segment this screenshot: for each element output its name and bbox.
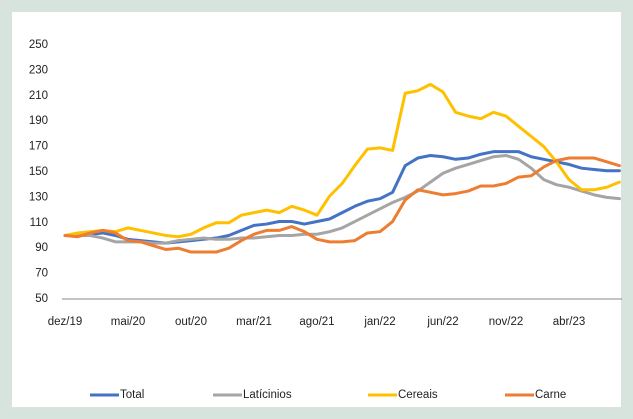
legend-label: Latícinios: [243, 389, 292, 401]
x-tick-label: dez/19: [48, 316, 83, 328]
line-series: [63, 82, 621, 239]
x-tick-label: mar/21: [236, 316, 272, 328]
x-tick-label: out/20: [175, 316, 207, 328]
y-tick-label: 210: [29, 90, 48, 102]
x-tick-label: ago/21: [299, 316, 334, 328]
y-tick-label: 150: [29, 166, 48, 178]
x-tick-label: jun/22: [426, 316, 458, 328]
y-tick-label: 130: [29, 191, 48, 203]
line-series: [63, 156, 621, 254]
y-tick-label: 70: [35, 268, 48, 280]
x-tick-label: jan/22: [363, 316, 395, 328]
y-tick-label: 50: [35, 293, 48, 305]
y-tick-label: 110: [30, 217, 48, 229]
legend-label: Carne: [535, 389, 566, 401]
y-tick-label: 230: [29, 64, 48, 76]
line-series: [63, 153, 621, 245]
x-tick-label: mai/20: [111, 316, 146, 328]
y-tick-label: 190: [29, 115, 48, 127]
y-tick-label: 170: [29, 141, 48, 153]
panel: [12, 12, 621, 407]
y-tick-label: 250: [29, 39, 48, 51]
x-tick-label: abr/23: [553, 316, 586, 328]
x-tick-label: nov/22: [489, 316, 524, 328]
y-tick-label: 90: [35, 242, 48, 254]
legend-label: Cereais: [398, 389, 438, 401]
legend-label: Total: [120, 389, 144, 401]
